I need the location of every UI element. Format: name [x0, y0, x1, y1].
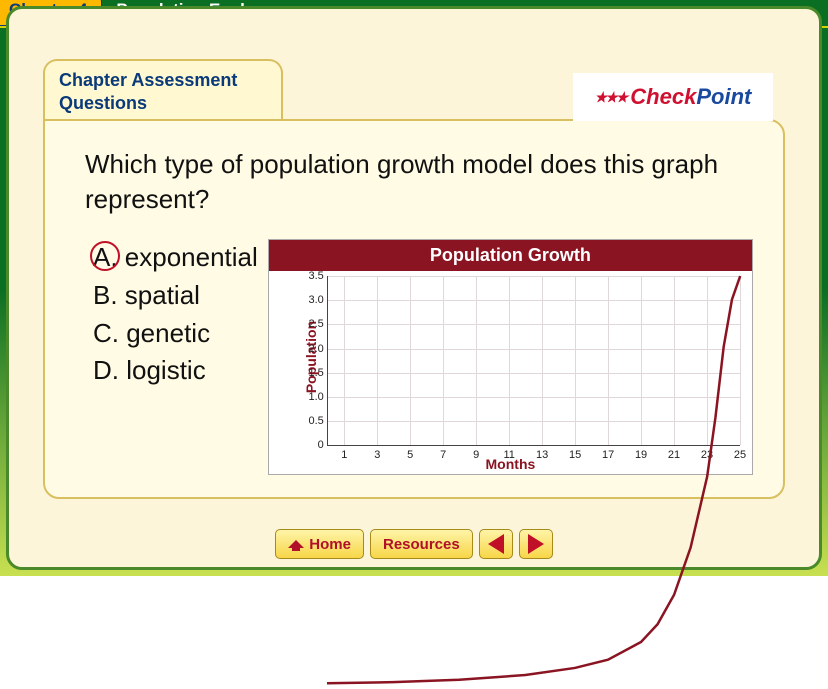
arrow-right-icon [528, 534, 544, 554]
ytick-label: 1.0 [296, 391, 324, 403]
resources-button[interactable]: Resources [370, 529, 473, 559]
answer-b[interactable]: B. spatial [93, 277, 258, 315]
folder-tab: Chapter Assessment Questions [43, 59, 283, 121]
ytick-label: 0 [296, 439, 324, 451]
answer-b-text: B. spatial [93, 280, 200, 310]
question-text: Which type of population growth model do… [85, 147, 753, 217]
chart-ylabel: Population [303, 321, 319, 393]
folder-tab-title: Chapter Assessment Questions [59, 70, 237, 113]
chart-plot-area: 00.51.01.52.02.53.03.5135791113151719212… [327, 276, 740, 446]
ytick-label: 3.0 [296, 294, 324, 306]
arrow-left-icon [488, 534, 504, 554]
checkpoint-logo: ★★★ Check Point [595, 84, 752, 110]
nav-bar: Home Resources [9, 525, 819, 563]
ytick-label: 1.5 [296, 367, 324, 379]
slide-frame: Chapter 4 Population Ecology Chapter Ass… [0, 0, 828, 576]
answer-c[interactable]: C. genetic [93, 315, 258, 353]
ytick-label: 2.5 [296, 318, 324, 330]
next-button[interactable] [519, 529, 553, 559]
population-chart: Population Growth Population Months 00.5… [268, 239, 753, 475]
chart-title: Population Growth [269, 240, 752, 272]
home-label: Home [309, 536, 351, 553]
prev-button[interactable] [479, 529, 513, 559]
stars-icon: ★★★ [595, 89, 627, 106]
chart-line [327, 276, 740, 689]
answer-c-text: C. genetic [93, 318, 210, 348]
content-row: A. exponential B. spatial C. genetic D. … [85, 239, 753, 475]
home-button[interactable]: Home [275, 529, 364, 559]
home-icon [288, 537, 304, 551]
folder: Chapter Assessment Questions ★★★ Check P… [43, 59, 785, 499]
ytick-label: 2.0 [296, 343, 324, 355]
checkpoint-badge: ★★★ Check Point [573, 73, 773, 121]
folder-body: ★★★ Check Point Which type of population… [43, 119, 785, 499]
answer-a[interactable]: A. exponential [93, 239, 258, 277]
resources-label: Resources [383, 536, 460, 553]
correct-circle-icon [90, 241, 120, 271]
checkpoint-point-text: Point [696, 84, 751, 110]
answer-d[interactable]: D. logistic [93, 352, 258, 390]
ytick-label: 0.5 [296, 415, 324, 427]
ytick-label: 3.5 [296, 270, 324, 282]
content-panel: Chapter Assessment Questions ★★★ Check P… [6, 6, 822, 570]
answer-list: A. exponential B. spatial C. genetic D. … [85, 239, 258, 390]
answer-d-text: D. logistic [93, 355, 206, 385]
checkpoint-check-text: Check [630, 84, 696, 110]
